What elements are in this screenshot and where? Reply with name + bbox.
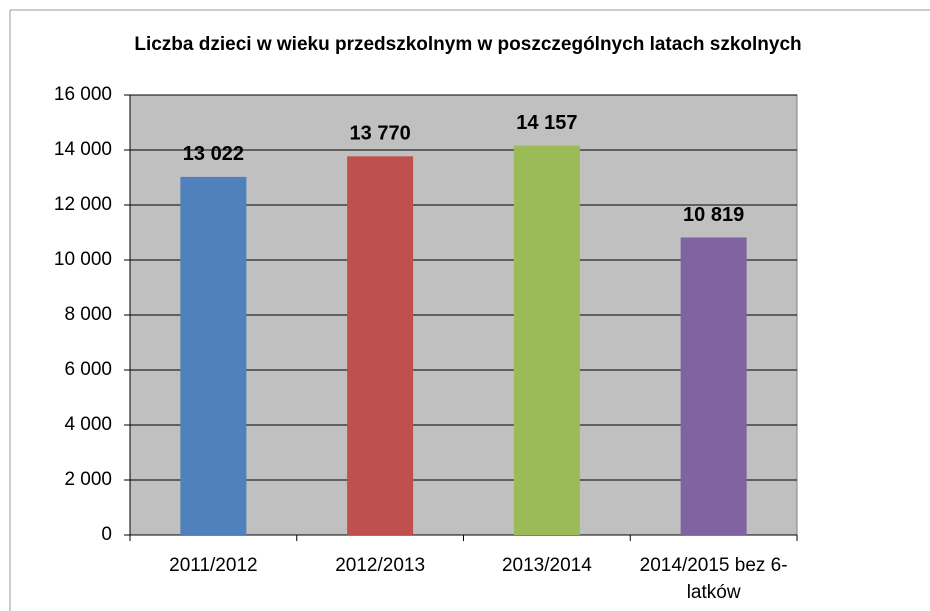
y-tick-label: 0	[101, 524, 112, 545]
y-tick-label: 2 000	[64, 469, 112, 490]
x-tick-label: 2013/2014	[501, 555, 592, 576]
bar	[680, 237, 747, 536]
x-tick-label: 2014/2015 bez 6-latków	[639, 555, 788, 603]
x-tick-label: 2011/2012	[169, 555, 258, 576]
y-tick-label: 16 000	[54, 84, 112, 105]
chart-title: Liczba dzieci w wieku przedszkolnym w po…	[134, 34, 802, 55]
y-tick-label: 14 000	[54, 139, 112, 160]
y-tick-label: 6 000	[64, 359, 112, 380]
bar	[180, 176, 247, 535]
bar	[513, 145, 580, 535]
y-tick-label: 10 000	[54, 249, 112, 270]
y-tick-label: 4 000	[64, 414, 112, 435]
y-tick-label: 12 000	[54, 194, 112, 215]
bar	[347, 156, 414, 535]
y-tick-label: 8 000	[64, 304, 112, 325]
value-label: 13 022	[183, 143, 244, 165]
value-label: 10 819	[683, 204, 744, 226]
value-label: 13 770	[350, 123, 411, 145]
x-tick-label: 2012/2013	[335, 555, 426, 576]
value-label: 14 157	[516, 112, 577, 134]
